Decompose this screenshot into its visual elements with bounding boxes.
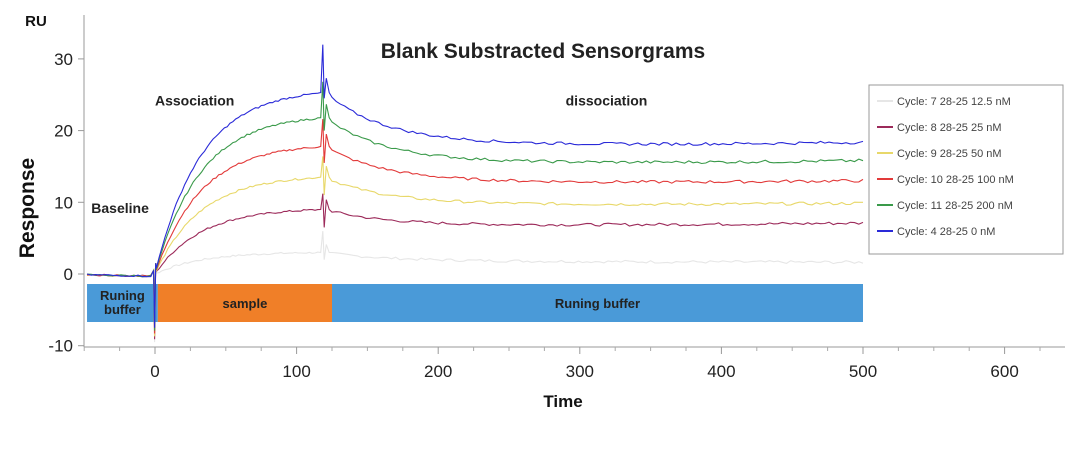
phase-label-2: dissociation: [566, 93, 648, 109]
legend-label-0: Cycle: 7 28-25 12.5 nM: [897, 96, 1011, 108]
legend-label-5: Cycle: 4 28-25 0 nM: [897, 226, 995, 238]
y-tick-label-0: -10: [48, 337, 73, 356]
y-tick-label-1: 0: [64, 265, 73, 284]
legend-label-3: Cycle: 10 28-25 100 nM: [897, 174, 1014, 186]
phase-bar-2: [332, 284, 863, 322]
x-tick-label-1: 100: [282, 362, 310, 381]
legend-box: [868, 84, 1064, 255]
phase-labels: Baseline Association dissociation: [91, 93, 647, 217]
series-line-2: [86, 156, 863, 337]
legend: Cycle: 7 28-25 12.5 nM Cycle: 8 28-25 25 …: [868, 84, 1064, 255]
x-tick-label-0: 0: [150, 362, 159, 381]
phase-bar-label-2: Runing buffer: [555, 296, 640, 311]
x-tick-label-4: 400: [707, 362, 735, 381]
x-tick-label-3: 300: [566, 362, 594, 381]
legend-label-4: Cycle: 11 28-25 200 nM: [897, 200, 1013, 212]
x-tick-label-6: 600: [990, 362, 1018, 381]
phase-bar-label-0-line1: Runing: [100, 288, 145, 303]
series-line-3: [87, 119, 864, 334]
phase-bar-0: [87, 284, 158, 322]
y-tick-label-3: 20: [54, 122, 73, 141]
y-tick-label-4: 30: [54, 50, 73, 69]
chart-title: Blank Substracted Sensorgrams: [381, 40, 705, 63]
series-line-4: [86, 81, 864, 331]
y-axis-title: Response: [16, 158, 39, 258]
phase-bar-label-0-line2: buffer: [104, 302, 141, 317]
series-line-0: [87, 230, 864, 343]
phase-label-0: Baseline: [91, 200, 149, 216]
series-line-5: [86, 44, 864, 328]
series-lines: [86, 44, 864, 343]
legend-label-1: Cycle: 8 28-25 25 nM: [897, 122, 1002, 134]
phase-label-1: Association: [155, 93, 234, 109]
legend-label-2: Cycle: 9 28-25 50 nM: [897, 148, 1002, 160]
y-unit-label: RU: [25, 13, 47, 30]
x-tick-label-5: 500: [849, 362, 877, 381]
x-tick-label-2: 200: [424, 362, 452, 381]
phase-bar-label-1: sample: [223, 296, 268, 311]
y-tick-label-2: 10: [54, 193, 73, 212]
x-axis-title: Time: [543, 392, 582, 411]
phase-bar-1: [157, 284, 332, 322]
series-line-1: [86, 193, 864, 340]
